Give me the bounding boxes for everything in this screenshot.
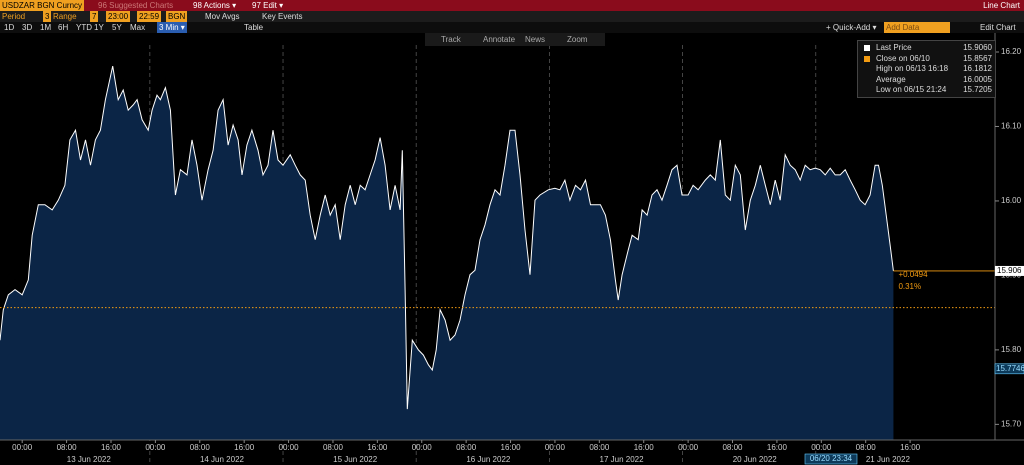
- change-label: +0.0494: [898, 270, 928, 279]
- x-tick-label: 16:00: [767, 443, 788, 452]
- legend-entry: High on 06/13 16:18 16.1812: [862, 64, 992, 74]
- x-tick-label: 16:00: [234, 443, 255, 452]
- span-button[interactable]: 1D: [4, 23, 15, 32]
- legend-name: High on 06/13 16:18: [876, 64, 949, 73]
- span-button[interactable]: 5Y: [112, 23, 122, 32]
- x-tick-label: 00:00: [279, 443, 300, 452]
- edit-menu[interactable]: 97 Edit ▾: [252, 1, 284, 10]
- x-tick-label: 00:00: [545, 443, 566, 452]
- x-tick-label: 00:00: [678, 443, 699, 452]
- y-tick-label: 15.80: [1001, 345, 1022, 354]
- change-pct-label: 0.31%: [898, 282, 921, 291]
- tool-button[interactable]: Zoom: [567, 35, 588, 44]
- tool-button[interactable]: Track: [441, 35, 461, 44]
- x-tick-label: 00:00: [12, 443, 33, 452]
- suggested-charts[interactable]: 96 Suggested Charts: [98, 1, 174, 10]
- security[interactable]: USDZAR BGN Curncy: [0, 0, 85, 11]
- day-label: 13 Jun 2022: [67, 455, 112, 464]
- area: [0, 66, 894, 440]
- range-field[interactable]: 7: [90, 11, 99, 22]
- x-tick-label: 08:00: [190, 443, 211, 452]
- period-label: Period: [2, 12, 26, 21]
- cursor-time-box: [804, 453, 858, 465]
- source-field[interactable]: BGN: [166, 11, 188, 22]
- actions-menu[interactable]: 98 Actions ▾: [193, 1, 237, 10]
- y-tick-label: 16.00: [1001, 196, 1022, 205]
- legend-name: Low on 06/15 21:24: [876, 85, 947, 94]
- chart-tools: Track Annotate News Zoom: [425, 33, 605, 46]
- legend-name: Average: [876, 74, 906, 84]
- legend: Last Price 15.9060 Close on 06/10 15.8567 Hi…: [857, 40, 996, 98]
- interval[interactable]: 3 Min ▾: [157, 22, 187, 33]
- chart-kind: Line Chart: [983, 1, 1020, 10]
- day-label: 21 Jun 2022: [866, 455, 911, 464]
- day-label: 14 Jun 2022: [200, 455, 245, 464]
- x-tick-label: 16:00: [501, 443, 522, 452]
- period-field[interactable]: 3: [43, 11, 52, 22]
- start-field[interactable]: 23:00: [106, 11, 131, 22]
- span-button[interactable]: 1M: [40, 23, 52, 32]
- x-tick-label: 08:00: [323, 443, 344, 452]
- price-line: [0, 65, 894, 410]
- x-tick-label: 08:00: [456, 443, 477, 452]
- title-bar: USDZAR BGN Curncy 96 Suggested Charts 98…: [0, 0, 1024, 11]
- legend-entry: Last Price 15.9060: [862, 43, 992, 53]
- tool-button[interactable]: News: [525, 35, 546, 44]
- legend-swatch: [864, 45, 870, 51]
- legend-value: 15.9060: [963, 43, 992, 52]
- x-tick-label: 16:00: [367, 443, 388, 452]
- x-tick-label: 08:00: [856, 443, 877, 452]
- x-tick-label: 16:00: [101, 443, 122, 452]
- cursor-price-label: 15.7746: [996, 364, 1024, 373]
- legend-value: 15.8567: [963, 53, 992, 63]
- table-button[interactable]: Table: [244, 23, 264, 32]
- x-tick-label: 16:00: [634, 443, 655, 452]
- x-tick-label: 16:00: [900, 443, 921, 452]
- edit-chart[interactable]: Edit Chart: [980, 23, 1016, 32]
- cursor-price-box: [994, 363, 1024, 375]
- x-tick-label: 08:00: [57, 443, 78, 452]
- tool-button[interactable]: Annotate: [483, 35, 516, 44]
- legend-entry: Low on 06/15 21:24 15.7205: [862, 85, 992, 95]
- legend-value: 16.0005: [963, 74, 992, 84]
- range-label: Range: [53, 12, 77, 21]
- legend-value: 16.1812: [963, 64, 992, 73]
- y-tick-label: 16.20: [1001, 47, 1022, 56]
- last-price-label: 15.906: [997, 266, 1022, 275]
- settings-bar: Period 3 Range 7 23:00 22:59 BGN Mov Avg…: [0, 11, 1024, 22]
- day-label: 17 Jun 2022: [600, 455, 645, 464]
- last-price-box: [995, 265, 1024, 276]
- legend-name: Close on 06/10: [876, 53, 930, 63]
- mov-avgs[interactable]: Mov Avgs: [205, 12, 240, 21]
- y-tick-label: 16.10: [1001, 122, 1022, 131]
- legend-entry: Close on 06/10 15.8567: [862, 54, 992, 64]
- x-tick-label: 08:00: [589, 443, 610, 452]
- day-label: 16 Jun 2022: [466, 455, 511, 464]
- quick-add[interactable]: + Quick-Add ▾: [826, 23, 877, 32]
- end-field[interactable]: 22:59: [137, 11, 162, 22]
- x-tick-label: 00:00: [412, 443, 433, 452]
- span-button[interactable]: 3D: [22, 23, 33, 32]
- add-data[interactable]: Add Data: [884, 22, 950, 33]
- y-tick-label: 15.70: [1001, 419, 1022, 428]
- day-label: 15 Jun 2022: [333, 455, 378, 464]
- x-tick-label: 00:00: [145, 443, 166, 452]
- span-button[interactable]: Max: [130, 23, 146, 32]
- legend-entry: Average 16.0005: [862, 75, 992, 85]
- x-tick-label: 08:00: [722, 443, 743, 452]
- span-button[interactable]: 6H: [58, 23, 69, 32]
- legend-name: Last Price: [876, 43, 912, 52]
- x-tick-label: 00:00: [811, 443, 832, 452]
- legend-swatch: [864, 55, 870, 62]
- time-bar: 1D 3D 1M 6H YTD 1Y 5Y Max 3 Min ▾ Table + Quick…: [0, 22, 1024, 33]
- legend-value: 15.7205: [963, 85, 992, 94]
- span-button[interactable]: 1Y: [94, 23, 104, 32]
- cursor-time-label: 06/20 23:34: [810, 454, 853, 463]
- day-label: 20 Jun 2022: [733, 455, 778, 464]
- key-events[interactable]: Key Events: [262, 12, 303, 21]
- span-button[interactable]: YTD: [76, 23, 92, 32]
